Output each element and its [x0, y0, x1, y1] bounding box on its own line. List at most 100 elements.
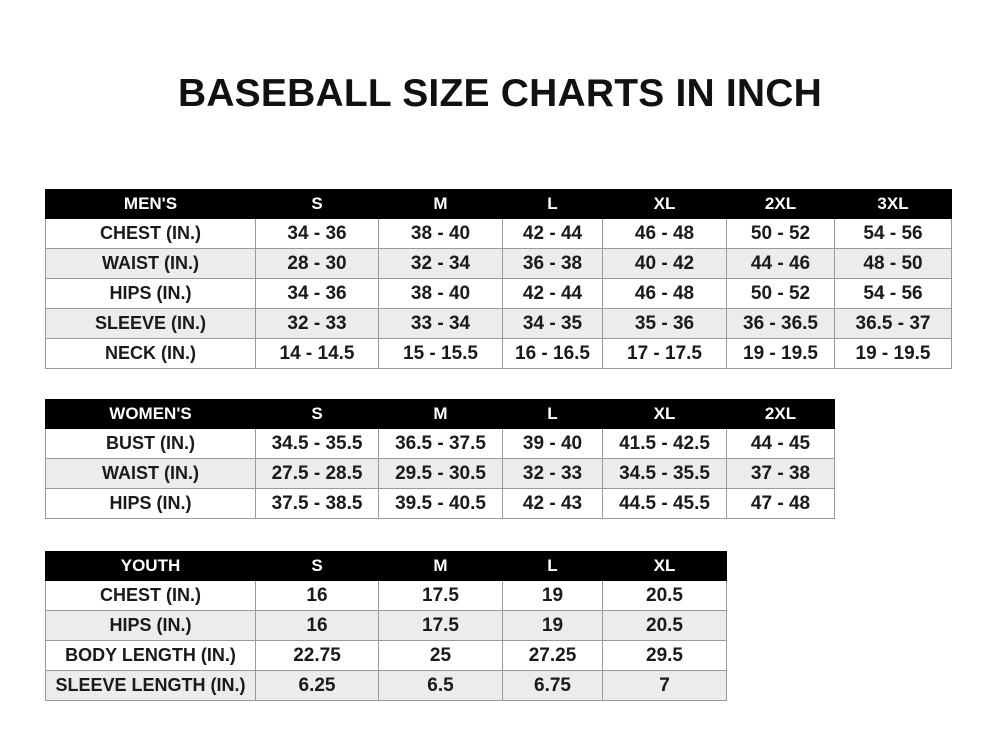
size-header: S: [255, 399, 379, 429]
size-value: 37.5 - 38.5: [255, 488, 379, 519]
size-value: 17.5: [378, 610, 503, 641]
measurement-label: HIPS (IN.): [45, 278, 256, 309]
size-value: 34.5 - 35.5: [255, 428, 379, 459]
size-value: 6.25: [255, 670, 379, 701]
size-value: 32 - 34: [378, 248, 503, 279]
size-header: 2XL: [726, 399, 835, 429]
size-value: 44.5 - 45.5: [602, 488, 727, 519]
size-header: 3XL: [834, 189, 952, 219]
category-header: WOMEN'S: [45, 399, 256, 429]
size-value: 36 - 38: [502, 248, 603, 279]
mens-size-table: MEN'S S M L XL 2XL 3XL CHEST (IN.) 34 - 36 38 - 4…: [45, 189, 952, 369]
measurement-label: WAIST (IN.): [45, 248, 256, 279]
size-value: 14 - 14.5: [255, 338, 379, 369]
table-row: CHEST (IN.) 34 - 36 38 - 40 42 - 44 46 - 48 5…: [45, 218, 952, 249]
measurement-label: BODY LENGTH (IN.): [45, 640, 256, 671]
size-value: 15 - 15.5: [378, 338, 503, 369]
table-row: WAIST (IN.) 27.5 - 28.5 29.5 - 30.5 32 - 33…: [45, 458, 835, 489]
table-row: BUST (IN.) 34.5 - 35.5 36.5 - 37.5 39 - 40 4…: [45, 428, 835, 459]
size-value: 42 - 44: [502, 278, 603, 309]
measurement-label: HIPS (IN.): [45, 488, 256, 519]
size-value: 39 - 40: [502, 428, 603, 459]
size-value: 44 - 45: [726, 428, 835, 459]
size-header: S: [255, 551, 379, 581]
size-value: 17 - 17.5: [602, 338, 727, 369]
size-value: 29.5 - 30.5: [378, 458, 503, 489]
measurement-label: SLEEVE (IN.): [45, 308, 256, 339]
size-header: 2XL: [726, 189, 835, 219]
size-header: L: [502, 551, 603, 581]
table-row: HIPS (IN.) 16 17.5 19 20.5: [45, 610, 727, 641]
size-value: 25: [378, 640, 503, 671]
measurement-label: SLEEVE LENGTH (IN.): [45, 670, 256, 701]
table-row: HIPS (IN.) 37.5 - 38.5 39.5 - 40.5 42 - 43 4…: [45, 488, 835, 519]
table-row: NECK (IN.) 14 - 14.5 15 - 15.5 16 - 16.5 17 …: [45, 338, 952, 369]
size-value: 34 - 36: [255, 278, 379, 309]
measurement-label: CHEST (IN.): [45, 580, 256, 611]
size-value: 50 - 52: [726, 218, 835, 249]
size-value: 41.5 - 42.5: [602, 428, 727, 459]
measurement-label: HIPS (IN.): [45, 610, 256, 641]
measurement-label: NECK (IN.): [45, 338, 256, 369]
page-title: BASEBALL SIZE CHARTS IN INCH: [177, 72, 823, 115]
size-header: XL: [602, 189, 727, 219]
table-header-row: YOUTH S M L XL: [45, 551, 727, 581]
size-value: 36.5 - 37.5: [378, 428, 503, 459]
size-value: 39.5 - 40.5: [378, 488, 503, 519]
size-value: 34 - 36: [255, 218, 379, 249]
size-value: 50 - 52: [726, 278, 835, 309]
table-header-row: WOMEN'S S M L XL 2XL: [45, 399, 835, 429]
size-value: 38 - 40: [378, 278, 503, 309]
size-value: 16 - 16.5: [502, 338, 603, 369]
size-value: 19 - 19.5: [834, 338, 952, 369]
measurement-label: BUST (IN.): [45, 428, 256, 459]
category-header: YOUTH: [45, 551, 256, 581]
size-value: 37 - 38: [726, 458, 835, 489]
size-header: L: [502, 399, 603, 429]
size-value: 40 - 42: [602, 248, 727, 279]
size-header: XL: [602, 399, 727, 429]
size-value: 36 - 36.5: [726, 308, 835, 339]
size-value: 6.75: [502, 670, 603, 701]
size-value: 46 - 48: [602, 218, 727, 249]
size-value: 19 - 19.5: [726, 338, 835, 369]
size-value: 36.5 - 37: [834, 308, 952, 339]
table-row: BODY LENGTH (IN.) 22.75 25 27.25 29.5: [45, 640, 727, 671]
category-header: MEN'S: [45, 189, 256, 219]
size-value: 44 - 46: [726, 248, 835, 279]
size-value: 35 - 36: [602, 308, 727, 339]
size-value: 47 - 48: [726, 488, 835, 519]
size-value: 42 - 43: [502, 488, 603, 519]
table-row: HIPS (IN.) 34 - 36 38 - 40 42 - 44 46 - 48 50…: [45, 278, 952, 309]
size-value: 34 - 35: [502, 308, 603, 339]
size-header: XL: [602, 551, 727, 581]
size-value: 16: [255, 580, 379, 611]
size-value: 46 - 48: [602, 278, 727, 309]
womens-size-table: WOMEN'S S M L XL 2XL BUST (IN.) 34.5 - 35.5 36.5…: [45, 399, 835, 519]
table-row: CHEST (IN.) 16 17.5 19 20.5: [45, 580, 727, 611]
size-value: 6.5: [378, 670, 503, 701]
size-value: 32 - 33: [502, 458, 603, 489]
size-value: 33 - 34: [378, 308, 503, 339]
size-value: 19: [502, 580, 603, 611]
size-value: 17.5: [378, 580, 503, 611]
size-value: 7: [602, 670, 727, 701]
size-value: 19: [502, 610, 603, 641]
size-value: 34.5 - 35.5: [602, 458, 727, 489]
size-value: 27.5 - 28.5: [255, 458, 379, 489]
size-value: 29.5: [602, 640, 727, 671]
table-row: SLEEVE LENGTH (IN.) 6.25 6.5 6.75 7: [45, 670, 727, 701]
size-value: 22.75: [255, 640, 379, 671]
size-value: 38 - 40: [378, 218, 503, 249]
size-header: M: [378, 551, 503, 581]
size-header: M: [378, 189, 503, 219]
size-header: M: [378, 399, 503, 429]
size-value: 20.5: [602, 610, 727, 641]
size-value: 27.25: [502, 640, 603, 671]
size-header: S: [255, 189, 379, 219]
measurement-label: CHEST (IN.): [45, 218, 256, 249]
table-row: WAIST (IN.) 28 - 30 32 - 34 36 - 38 40 - 42 4…: [45, 248, 952, 279]
size-header: L: [502, 189, 603, 219]
size-value: 32 - 33: [255, 308, 379, 339]
size-value: 42 - 44: [502, 218, 603, 249]
